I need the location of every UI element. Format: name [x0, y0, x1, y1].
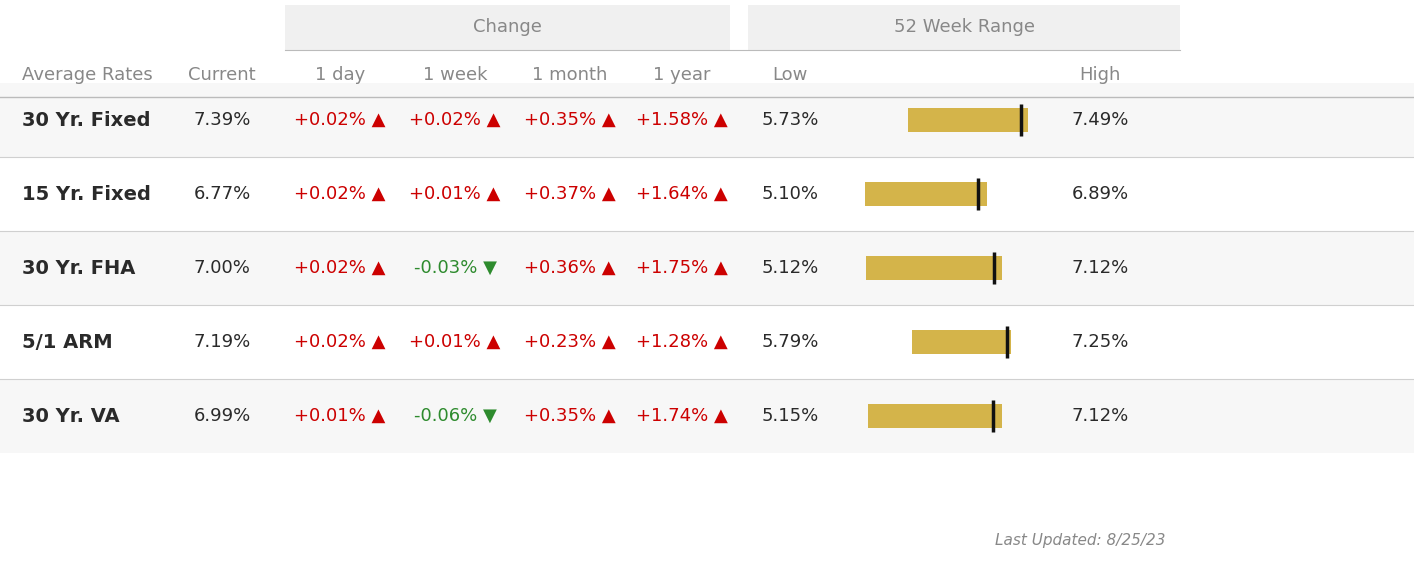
Text: +0.02% ▲: +0.02% ▲ — [294, 333, 386, 351]
Text: 1 day: 1 day — [315, 66, 365, 84]
Text: +0.36% ▲: +0.36% ▲ — [525, 259, 617, 277]
Text: Average Rates: Average Rates — [23, 66, 153, 84]
Text: 7.49%: 7.49% — [1072, 111, 1128, 129]
Bar — [748, 5, 1181, 50]
Bar — [0, 379, 1414, 453]
Text: -0.03% ▼: -0.03% ▼ — [413, 259, 496, 277]
Text: +1.74% ▲: +1.74% ▲ — [636, 407, 728, 425]
Text: +0.35% ▲: +0.35% ▲ — [525, 111, 617, 129]
Text: 5/1 ARM: 5/1 ARM — [23, 332, 113, 352]
Bar — [867, 256, 1003, 280]
Text: 5.73%: 5.73% — [761, 111, 819, 129]
Bar — [0, 157, 1414, 231]
Text: +1.75% ▲: +1.75% ▲ — [636, 259, 728, 277]
Text: 30 Yr. Fixed: 30 Yr. Fixed — [23, 111, 150, 129]
Text: Change: Change — [474, 18, 542, 36]
Text: 6.89%: 6.89% — [1072, 185, 1128, 203]
Text: +0.02% ▲: +0.02% ▲ — [409, 111, 501, 129]
Text: 6.77%: 6.77% — [194, 185, 250, 203]
Text: +0.01% ▲: +0.01% ▲ — [409, 185, 501, 203]
Bar — [912, 330, 1011, 354]
Text: +0.35% ▲: +0.35% ▲ — [525, 407, 617, 425]
Text: 5.79%: 5.79% — [761, 333, 819, 351]
Text: +0.01% ▲: +0.01% ▲ — [294, 407, 386, 425]
Text: 5.12%: 5.12% — [761, 259, 819, 277]
Bar — [908, 108, 1028, 132]
Bar — [865, 182, 987, 206]
Text: +0.01% ▲: +0.01% ▲ — [409, 333, 501, 351]
Bar — [286, 5, 730, 50]
Text: -0.06% ▼: -0.06% ▼ — [413, 407, 496, 425]
Text: 15 Yr. Fixed: 15 Yr. Fixed — [23, 185, 151, 203]
Text: +1.64% ▲: +1.64% ▲ — [636, 185, 728, 203]
Text: 7.19%: 7.19% — [194, 333, 250, 351]
Text: +0.02% ▲: +0.02% ▲ — [294, 111, 386, 129]
Text: Current: Current — [188, 66, 256, 84]
Bar — [0, 305, 1414, 379]
Text: +0.02% ▲: +0.02% ▲ — [294, 259, 386, 277]
Text: 7.12%: 7.12% — [1072, 259, 1128, 277]
Text: +1.28% ▲: +1.28% ▲ — [636, 333, 728, 351]
Text: 5.15%: 5.15% — [761, 407, 819, 425]
Text: 7.12%: 7.12% — [1072, 407, 1128, 425]
Text: Low: Low — [772, 66, 807, 84]
Text: 7.00%: 7.00% — [194, 259, 250, 277]
Text: +1.58% ▲: +1.58% ▲ — [636, 111, 728, 129]
Text: 7.39%: 7.39% — [194, 111, 250, 129]
Text: 5.10%: 5.10% — [762, 185, 819, 203]
Text: High: High — [1079, 66, 1121, 84]
Text: 30 Yr. FHA: 30 Yr. FHA — [23, 259, 136, 278]
Bar — [0, 83, 1414, 157]
Text: +0.23% ▲: +0.23% ▲ — [525, 333, 617, 351]
Text: 52 Week Range: 52 Week Range — [894, 18, 1035, 36]
Text: 6.99%: 6.99% — [194, 407, 250, 425]
Bar — [868, 404, 1003, 428]
Text: 1 year: 1 year — [653, 66, 711, 84]
Text: +0.02% ▲: +0.02% ▲ — [294, 185, 386, 203]
Text: 1 week: 1 week — [423, 66, 488, 84]
Text: 7.25%: 7.25% — [1072, 333, 1128, 351]
Text: 1 month: 1 month — [532, 66, 608, 84]
Text: +0.37% ▲: +0.37% ▲ — [525, 185, 617, 203]
Text: Last Updated: 8/25/23: Last Updated: 8/25/23 — [995, 532, 1165, 548]
Bar — [0, 231, 1414, 305]
Text: 30 Yr. VA: 30 Yr. VA — [23, 406, 120, 425]
